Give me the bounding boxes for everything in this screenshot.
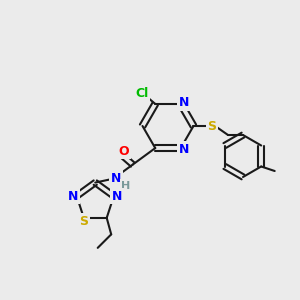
Text: O: O (118, 145, 129, 158)
Text: N: N (112, 190, 123, 202)
Text: N: N (179, 143, 190, 156)
Text: N: N (68, 190, 78, 202)
Text: H: H (121, 181, 130, 190)
Text: N: N (179, 96, 190, 109)
Text: S: S (208, 119, 217, 133)
Text: S: S (79, 215, 88, 228)
Text: N: N (111, 172, 122, 184)
Text: Cl: Cl (135, 87, 148, 100)
